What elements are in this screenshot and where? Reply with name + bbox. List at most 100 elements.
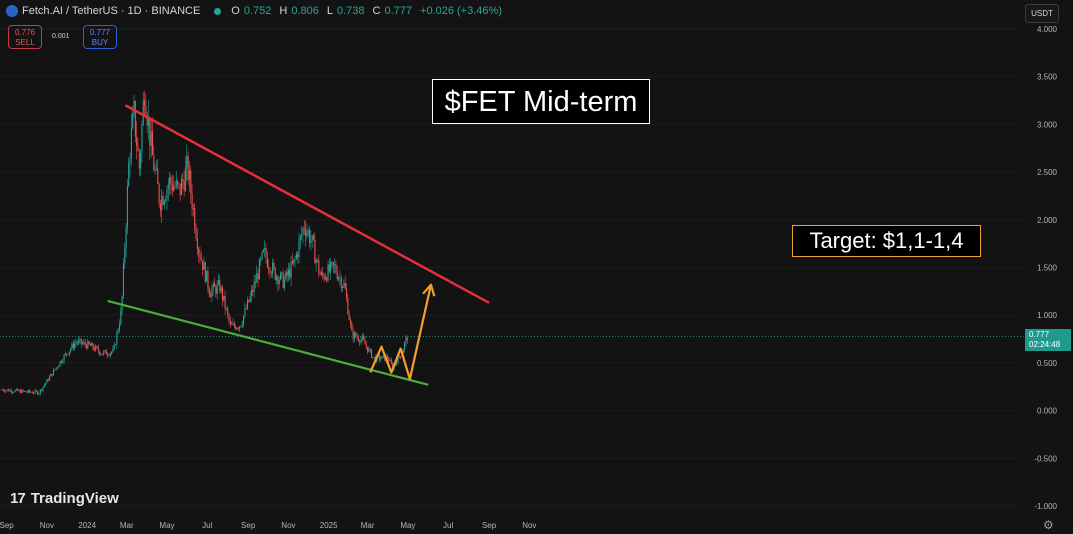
- candle-body: [186, 155, 188, 168]
- x-tick-label: 2024: [78, 521, 96, 530]
- symbol-header: Fetch.AI / TetherUS · 1D · BINANCE O 0.75…: [6, 5, 506, 17]
- candle-body: [169, 176, 171, 186]
- candle-body: [390, 359, 392, 364]
- candle-body: [103, 351, 105, 355]
- candle-body: [39, 389, 41, 394]
- candle-body: [46, 379, 48, 384]
- buy-button[interactable]: 0.777 BUY: [83, 25, 117, 49]
- candle-body: [264, 247, 266, 250]
- candle-body: [16, 389, 18, 391]
- candle-body: [49, 376, 51, 381]
- sell-button[interactable]: 0.776 SELL: [8, 25, 42, 49]
- candle-body: [305, 229, 307, 237]
- candle-body: [9, 390, 11, 392]
- candle-body: [282, 272, 284, 288]
- candle-body: [148, 116, 150, 126]
- time-axis[interactable]: Sep Nov 2024 Mar May Jul Sep Nov 2025 Mar May Jul Se…: [0, 521, 536, 530]
- trendlines: [0, 104, 1024, 386]
- candle-body: [215, 286, 217, 294]
- candle-body: [398, 355, 400, 357]
- candle-body: [22, 389, 24, 392]
- candle-body: [129, 158, 131, 163]
- candle-body: [163, 201, 165, 206]
- candle-body: [137, 146, 139, 151]
- candle-body: [30, 391, 32, 393]
- candle-body: [2, 389, 4, 391]
- candle-body: [223, 295, 225, 301]
- candle-body: [1, 389, 3, 391]
- candle-body: [278, 279, 280, 285]
- candle-body: [344, 282, 346, 289]
- candle-body: [192, 208, 194, 210]
- candle-body: [18, 390, 20, 391]
- candle-body: [386, 356, 389, 360]
- x-tick-label: Sep: [482, 521, 497, 530]
- candle-body: [268, 266, 270, 269]
- candle-body: [245, 308, 247, 310]
- candle-body: [150, 131, 152, 146]
- candle-body: [324, 277, 326, 280]
- candle-body: [240, 326, 242, 328]
- candle-body: [208, 287, 210, 295]
- candle-body: [281, 272, 283, 274]
- close-value: 0.777: [384, 5, 413, 17]
- candle-body: [83, 342, 85, 344]
- y-tick-label: 3.000: [1037, 120, 1058, 129]
- candle-body: [371, 349, 373, 358]
- candle-body: [315, 259, 317, 264]
- candle-body: [113, 344, 115, 349]
- candle-body: [265, 247, 267, 258]
- candle-body: [214, 283, 216, 287]
- candle-body: [122, 263, 125, 297]
- candle-body: [372, 357, 374, 358]
- candle-body: [335, 264, 337, 273]
- candle-body: [136, 136, 138, 147]
- candle-body: [357, 337, 359, 341]
- currency-selector[interactable]: USDT: [1025, 4, 1059, 23]
- open-label: O: [231, 5, 240, 17]
- y-tick-label: -1.000: [1034, 502, 1057, 511]
- candle-body: [92, 343, 94, 349]
- candle-body: [198, 249, 200, 254]
- candle-body: [78, 340, 80, 343]
- candle-body: [51, 373, 53, 376]
- candle-body: [287, 269, 290, 276]
- price-axis[interactable]: 4.000 3.500 3.000 2.500 2.000 1.500 1.000 0.500…: [1034, 25, 1057, 511]
- candle-body: [101, 353, 103, 355]
- candle-body: [117, 329, 119, 333]
- candle-body: [266, 257, 268, 267]
- candle-body: [100, 353, 102, 355]
- y-tick-label: 2.000: [1037, 216, 1058, 225]
- fetch-ai-logo-icon: [6, 5, 18, 17]
- candle-body: [349, 319, 352, 324]
- candle-body: [84, 342, 86, 345]
- candle-body: [191, 193, 193, 210]
- y-tick-label: 0.000: [1037, 407, 1058, 416]
- candle-body: [319, 272, 321, 275]
- resistance-trendline: [124, 104, 490, 304]
- tradingview-logo[interactable]: 17 TradingView: [10, 490, 119, 507]
- candle-body: [310, 239, 312, 243]
- target-annotation[interactable]: Target: $1,1-1,4: [792, 225, 981, 257]
- candle-body: [322, 272, 324, 275]
- candle-body: [224, 295, 226, 309]
- chart-title-annotation[interactable]: $FET Mid-term: [432, 79, 650, 124]
- symbol-title[interactable]: Fetch.AI / TetherUS · 1D · BINANCE: [22, 5, 201, 17]
- candle-body: [352, 330, 354, 339]
- candle-body: [340, 277, 342, 288]
- settings-gear-icon[interactable]: ⚙: [1043, 518, 1054, 532]
- candle-body: [361, 336, 363, 339]
- candle-body: [359, 340, 361, 343]
- y-tick-label: 1.000: [1037, 311, 1058, 320]
- candle-body: [181, 179, 183, 195]
- buy-price: 0.777: [89, 28, 111, 37]
- candle-body: [243, 315, 245, 324]
- candle-body: [404, 342, 406, 350]
- candle-body: [89, 344, 92, 346]
- candle-body: [332, 262, 334, 266]
- candle-body: [76, 342, 78, 344]
- candle-body: [115, 344, 117, 346]
- candle-body: [217, 280, 220, 285]
- candle-body: [175, 180, 177, 187]
